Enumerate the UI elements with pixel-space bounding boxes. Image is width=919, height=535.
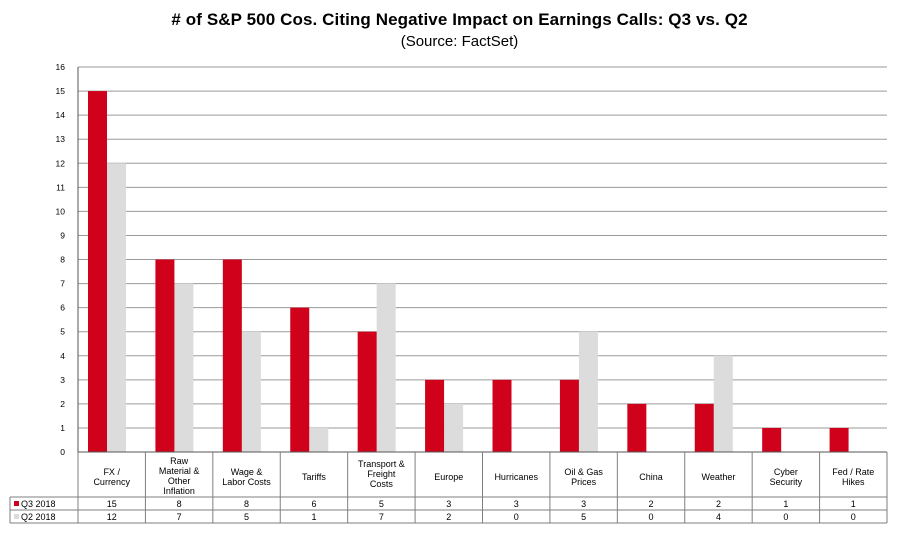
y-tick-label: 2 — [60, 399, 65, 409]
x-tick-label: Prices — [571, 477, 597, 487]
data-table-value: 0 — [514, 512, 519, 522]
x-tick-label: Wage & — [231, 467, 263, 477]
data-table-value: 6 — [311, 499, 316, 509]
x-tick-label: FX / — [103, 467, 120, 477]
x-tick-label: Hurricanes — [494, 472, 538, 482]
bar-q3 — [222, 259, 242, 452]
bar-q3 — [155, 259, 175, 452]
data-table-value: 3 — [581, 499, 586, 509]
legend-label-q3: Q3 2018 — [21, 499, 56, 509]
data-table-value: 2 — [716, 499, 721, 509]
data-table-value: 0 — [851, 512, 856, 522]
bar-q2 — [376, 283, 396, 452]
data-table-value: 0 — [649, 512, 654, 522]
y-tick-label: 15 — [56, 86, 66, 96]
x-tick-label: Hikes — [842, 477, 865, 487]
x-tick-label: Europe — [434, 472, 463, 482]
y-tick-label: 11 — [56, 182, 65, 192]
bar-q3 — [290, 307, 310, 452]
bar-q3 — [829, 427, 849, 452]
chart-subtitle: (Source: FactSet) — [400, 33, 519, 50]
x-tick-label: Costs — [370, 479, 394, 489]
x-tick-label: Currency — [93, 477, 130, 487]
data-table-value: 1 — [311, 512, 316, 522]
legend-label-q2: Q2 2018 — [21, 512, 56, 522]
bar-q3 — [762, 427, 782, 452]
x-tick-label: Other — [168, 476, 191, 486]
bar-q2 — [309, 427, 329, 452]
y-tick-label: 7 — [60, 279, 65, 289]
bar-q3 — [88, 91, 107, 452]
data-table-value: 5 — [244, 512, 249, 522]
data-table-value: 1 — [783, 499, 788, 509]
bar-q3 — [559, 379, 579, 452]
bar-q3 — [492, 379, 512, 452]
legend-swatch-q2 — [14, 514, 19, 519]
y-tick-label: 6 — [60, 303, 65, 313]
data-table-value: 15 — [107, 499, 117, 509]
data-table-value: 0 — [783, 512, 788, 522]
x-tick-label: Raw — [170, 456, 189, 466]
y-tick-label: 13 — [56, 134, 66, 144]
data-table-value: 8 — [244, 499, 249, 509]
data-table-value: 8 — [177, 499, 182, 509]
x-tick-label: Material & — [159, 466, 200, 476]
x-tick-label: Fed / Rate — [832, 467, 874, 477]
data-table-value: 5 — [379, 499, 384, 509]
x-tick-label: Weather — [702, 472, 736, 482]
bar-q3 — [627, 403, 647, 452]
data-table-value: 5 — [581, 512, 586, 522]
data-table-value: 7 — [379, 512, 384, 522]
y-tick-label: 9 — [60, 230, 65, 240]
data-table-value: 4 — [716, 512, 721, 522]
data-table-value: 3 — [514, 499, 519, 509]
x-tick-label: Inflation — [163, 486, 195, 496]
bar-q2 — [107, 163, 126, 452]
data-table-value: 3 — [446, 499, 451, 509]
bar-q2 — [174, 283, 194, 452]
y-tick-label: 0 — [60, 447, 65, 457]
x-tick-label: China — [639, 472, 663, 482]
data-table-value: 2 — [649, 499, 654, 509]
y-tick-label: 14 — [56, 110, 66, 120]
y-tick-label: 16 — [56, 62, 66, 72]
chart-title: # of S&P 500 Cos. Citing Negative Impact… — [171, 10, 748, 29]
bar-q3 — [357, 331, 377, 452]
bar-q2 — [444, 403, 464, 452]
x-tick-label: Tariffs — [302, 472, 326, 482]
x-tick-label: Security — [770, 477, 803, 487]
data-table-value: 2 — [446, 512, 451, 522]
bar-q2 — [713, 355, 733, 452]
y-tick-label: 5 — [60, 327, 65, 337]
data-table-value: 12 — [107, 512, 117, 522]
y-tick-label: 10 — [56, 206, 66, 216]
y-tick-label: 4 — [60, 351, 65, 361]
data-table-value: 7 — [177, 512, 182, 522]
bar-q2 — [578, 331, 598, 452]
x-tick-label: Oil & Gas — [564, 467, 603, 477]
y-tick-label: 1 — [60, 423, 65, 433]
y-tick-label: 3 — [60, 375, 65, 385]
data-table-value: 1 — [851, 499, 856, 509]
x-tick-label: Freight — [367, 469, 396, 479]
bar-q3 — [694, 403, 714, 452]
y-tick-label: 12 — [56, 158, 66, 168]
x-tick-label: Transport & — [358, 459, 405, 469]
y-tick-label: 8 — [60, 255, 65, 265]
x-tick-label: Labor Costs — [222, 477, 271, 487]
x-tick-label: Cyber — [774, 467, 798, 477]
bar-q3 — [425, 379, 445, 452]
legend-swatch-q3 — [14, 501, 19, 506]
bar-q2 — [241, 331, 261, 452]
